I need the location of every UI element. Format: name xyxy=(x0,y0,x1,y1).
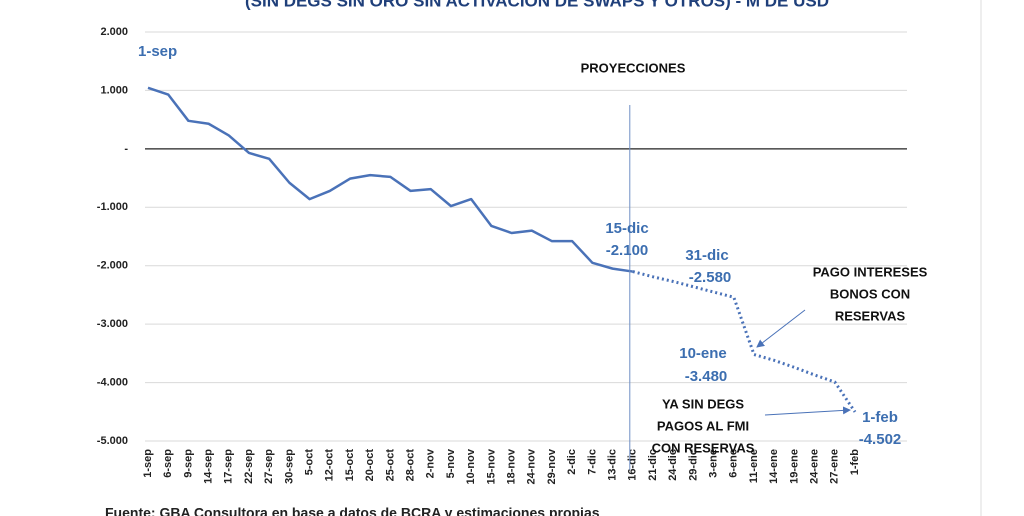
x-tick-label: 17-sep xyxy=(223,449,235,484)
x-tick-label: 28-oct xyxy=(405,449,417,482)
annotation: BONOS CON xyxy=(830,286,910,301)
x-tick-label: 24-nov xyxy=(526,448,538,484)
x-tick-label: 5-oct xyxy=(304,449,316,476)
x-tick-label: 14-ene xyxy=(768,449,780,484)
source-note: Fuente: GBA Consultora en base a datos d… xyxy=(105,505,600,516)
annotation: 1-sep xyxy=(138,43,177,60)
x-tick-label: 27-ene xyxy=(829,449,841,484)
x-tick-label: 27-sep xyxy=(263,449,275,484)
y-tick-label: 2.000 xyxy=(100,26,128,38)
y-tick-label: -3.000 xyxy=(97,318,128,330)
annotation: 1-feb xyxy=(862,409,898,426)
annotation: -4.502 xyxy=(859,431,902,448)
x-tick-label: 15-oct xyxy=(344,449,356,482)
x-tick-label: 30-sep xyxy=(283,449,295,484)
annotation: RESERVAS xyxy=(835,308,906,323)
x-tick-label: 14-sep xyxy=(203,449,215,484)
chart-title: (SIN DEGS SIN ORO SIN ACTIVACIÓN DE SWAP… xyxy=(245,0,829,10)
y-tick-label: - xyxy=(124,143,128,155)
annotation: 10-ene xyxy=(679,345,727,362)
annotation: -2.580 xyxy=(689,269,732,286)
annotation: PAGOS AL FMI xyxy=(657,418,749,433)
annotation: 31-dic xyxy=(685,247,728,264)
annotation: CON RESERVAS xyxy=(652,440,755,455)
y-tick-label: -1.000 xyxy=(97,201,128,213)
x-tick-label: 5-nov xyxy=(445,448,457,478)
x-tick-label: 1-feb xyxy=(849,449,861,476)
annotation: PROYECCIONES xyxy=(581,60,686,75)
x-tick-label: 20-oct xyxy=(364,449,376,482)
x-tick-label: 24-ene xyxy=(809,449,821,484)
x-tick-label: 29-nov xyxy=(546,448,558,484)
annotation: PAGO INTERESES xyxy=(813,264,928,279)
x-tick-label: 22-sep xyxy=(243,449,255,484)
x-tick-label: 16-dic xyxy=(627,449,639,481)
y-tick-label: -4.000 xyxy=(97,376,128,388)
x-tick-label: 10-nov xyxy=(465,448,477,484)
annotation: 15-dic xyxy=(605,220,648,237)
y-tick-label: 1.000 xyxy=(100,84,128,96)
x-tick-label: 19-ene xyxy=(788,449,800,484)
y-tick-label: -5.000 xyxy=(97,435,128,447)
x-tick-label: 9-sep xyxy=(182,449,194,478)
annotation: -2.100 xyxy=(606,242,649,259)
x-tick-label: 12-oct xyxy=(324,449,336,482)
x-tick-label: 2-dic xyxy=(566,449,578,475)
x-tick-label: 13-dic xyxy=(607,449,619,481)
annotation: YA SIN DEGS xyxy=(662,396,744,411)
x-tick-label: 6-sep xyxy=(162,449,174,478)
chart: (SIN DEGS SIN ORO SIN ACTIVACIÓN DE SWAP… xyxy=(0,0,1024,516)
x-tick-label: 7-dic xyxy=(586,449,598,475)
y-tick-label: -2.000 xyxy=(97,260,128,272)
x-tick-label: 18-nov xyxy=(506,448,518,484)
x-tick-label: 25-oct xyxy=(384,449,396,482)
x-tick-label: 1-sep xyxy=(142,449,154,478)
x-tick-label: 2-nov xyxy=(425,448,437,478)
x-tick-label: 15-nov xyxy=(485,448,497,484)
annotation: -3.480 xyxy=(685,368,728,385)
